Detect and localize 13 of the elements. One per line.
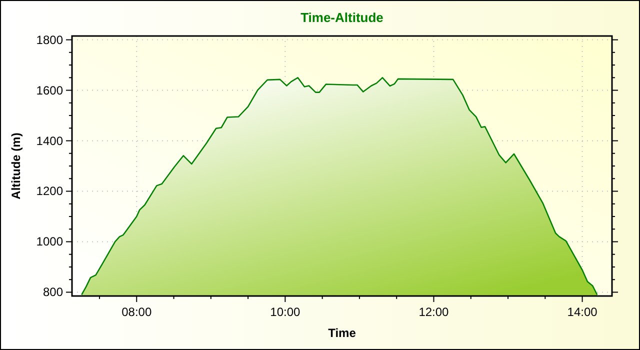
y-tick-label: 1200	[36, 184, 64, 198]
y-axis-title: Altitude (m)	[9, 132, 23, 200]
y-tick-label: 800	[42, 285, 64, 300]
y-tick-label: 1000	[36, 234, 64, 249]
x-tick-label: 10:00	[270, 305, 301, 319]
x-tick-label: 08:00	[122, 305, 152, 319]
y-tick-label: 1400	[36, 134, 64, 148]
chart-title: Time-Altitude	[300, 10, 384, 25]
x-tick-label: 12:00	[418, 305, 450, 319]
x-axis-title: Time	[328, 326, 356, 340]
x-tick-label: 14:00	[567, 305, 598, 319]
y-tick-label: 1800	[36, 32, 64, 47]
y-tick-label: 1600	[36, 83, 64, 98]
